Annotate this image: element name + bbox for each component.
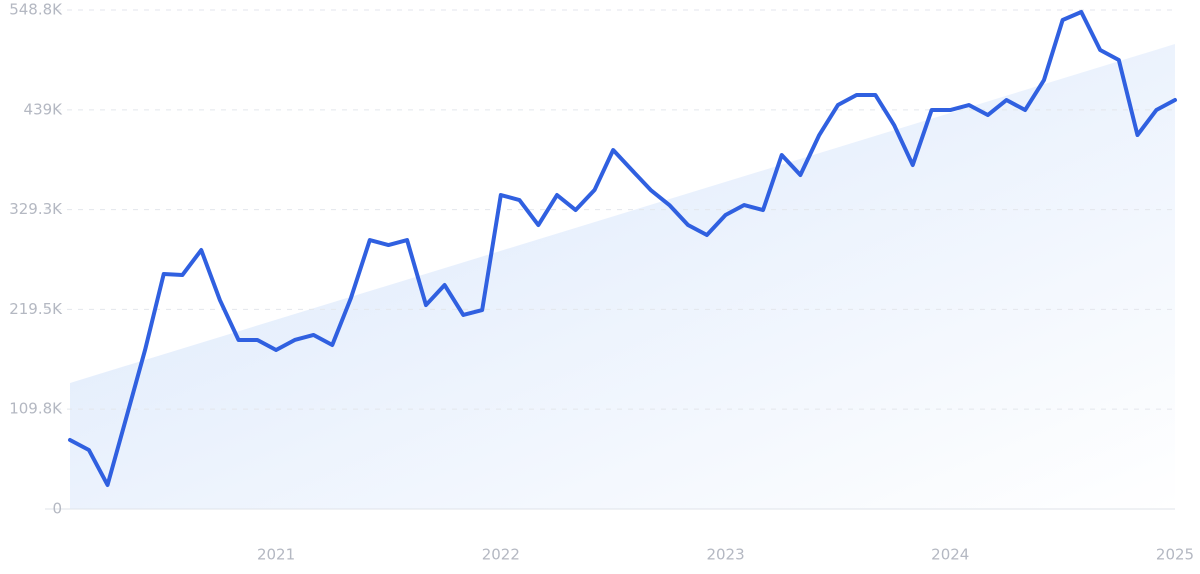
y-tick-label: 329.3K: [9, 200, 63, 218]
x-tick-label: 2023: [706, 546, 744, 564]
y-tick-label: 219.5K: [9, 300, 63, 318]
trend-area: [70, 44, 1175, 509]
x-tick-label: 2022: [482, 546, 520, 564]
y-tick-label: 548.8K: [9, 1, 63, 19]
x-tick-label: 2021: [257, 546, 295, 564]
x-tick-label: 2025: [1156, 546, 1194, 564]
series-line: [68, 10, 1177, 487]
y-tick-label: 439K: [24, 100, 64, 118]
x-tick-label: 2024: [931, 546, 969, 564]
y-tick-label: 0: [52, 500, 62, 518]
y-tick-label: 109.8K: [9, 400, 63, 418]
